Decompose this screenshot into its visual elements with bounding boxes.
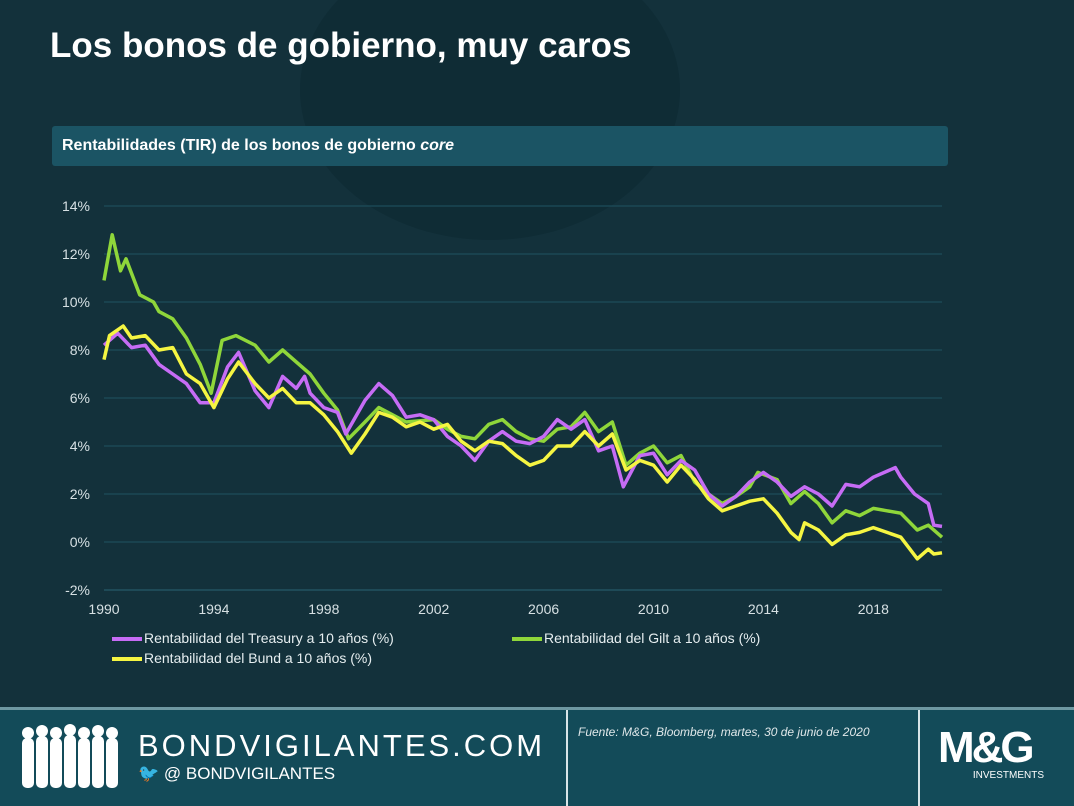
y-tick-label: 2% xyxy=(70,486,90,502)
y-tick-label: 0% xyxy=(70,534,90,550)
y-tick-label: -2% xyxy=(65,582,90,598)
source-note: Fuente: M&G, Bloomberg, martes, 30 de ju… xyxy=(578,725,870,739)
x-tick-label: 2014 xyxy=(748,601,779,617)
y-tick-label: 10% xyxy=(62,294,90,310)
legend-item-bund: Rentabilidad del Bund a 10 años (%) xyxy=(112,650,372,666)
y-tick-label: 12% xyxy=(62,246,90,262)
y-tick-label: 14% xyxy=(62,198,90,214)
x-tick-label: 2018 xyxy=(858,601,889,617)
footer: BONDVIGILANTES.COM 🐦 @ BONDVIGILANTES Fu… xyxy=(0,707,1074,806)
y-tick-label: 8% xyxy=(70,342,90,358)
y-tick-label: 4% xyxy=(70,438,90,454)
series-line-2 xyxy=(102,324,943,561)
site-link[interactable]: BONDVIGILANTES.COM xyxy=(138,728,546,763)
divider xyxy=(566,710,568,806)
legend-swatch xyxy=(112,637,142,642)
mg-logo: M&G INVESTMENTS xyxy=(938,726,1058,796)
x-tick-label: 2006 xyxy=(528,601,559,617)
legend-swatch xyxy=(112,657,142,662)
subtitle-text: Rentabilidades (TIR) de los bonos de gob… xyxy=(62,137,421,154)
subtitle-bar: Rentabilidades (TIR) de los bonos de gob… xyxy=(52,126,948,166)
legend-item-treasury: Rentabilidad del Treasury a 10 años (%) xyxy=(112,630,394,646)
handle-text: @ BONDVIGILANTES xyxy=(163,764,336,783)
page-title: Los bonos de gobierno, muy caros xyxy=(50,26,632,65)
x-tick-label: 1998 xyxy=(308,601,339,617)
x-tick-label: 2010 xyxy=(638,601,669,617)
chart-subtitle: Rentabilidades (TIR) de los bonos de gob… xyxy=(62,137,454,155)
twitter-handle[interactable]: 🐦 @ BONDVIGILANTES xyxy=(138,764,335,784)
x-tick-label: 2002 xyxy=(418,601,449,617)
legend-label: Rentabilidad del Gilt a 10 años (%) xyxy=(544,630,761,646)
subtitle-italic: core xyxy=(420,137,455,154)
twitter-icon: 🐦 xyxy=(138,764,160,783)
x-tick-label: 1990 xyxy=(88,601,119,617)
y-tick-label: 6% xyxy=(70,390,90,406)
x-tick-label: 1994 xyxy=(198,601,229,617)
background-shape xyxy=(300,0,680,240)
line-chart: -2% 0% 2% 4% 6% 8% 10% 12% 14% 1990 1994 1998 2002 20… xyxy=(62,198,944,617)
divider xyxy=(918,710,920,806)
logo-subtext: INVESTMENTS xyxy=(972,770,1044,781)
legend-swatch xyxy=(512,637,542,642)
series-line-1 xyxy=(102,233,944,539)
people-silhouette-icon xyxy=(22,724,118,788)
logo-text: M&G xyxy=(938,723,1035,772)
legend-label: Rentabilidad del Treasury a 10 años (%) xyxy=(144,630,394,646)
series-line-0 xyxy=(102,331,943,529)
legend-item-gilt: Rentabilidad del Gilt a 10 años (%) xyxy=(512,630,760,646)
legend-label: Rentabilidad del Bund a 10 años (%) xyxy=(144,650,373,666)
